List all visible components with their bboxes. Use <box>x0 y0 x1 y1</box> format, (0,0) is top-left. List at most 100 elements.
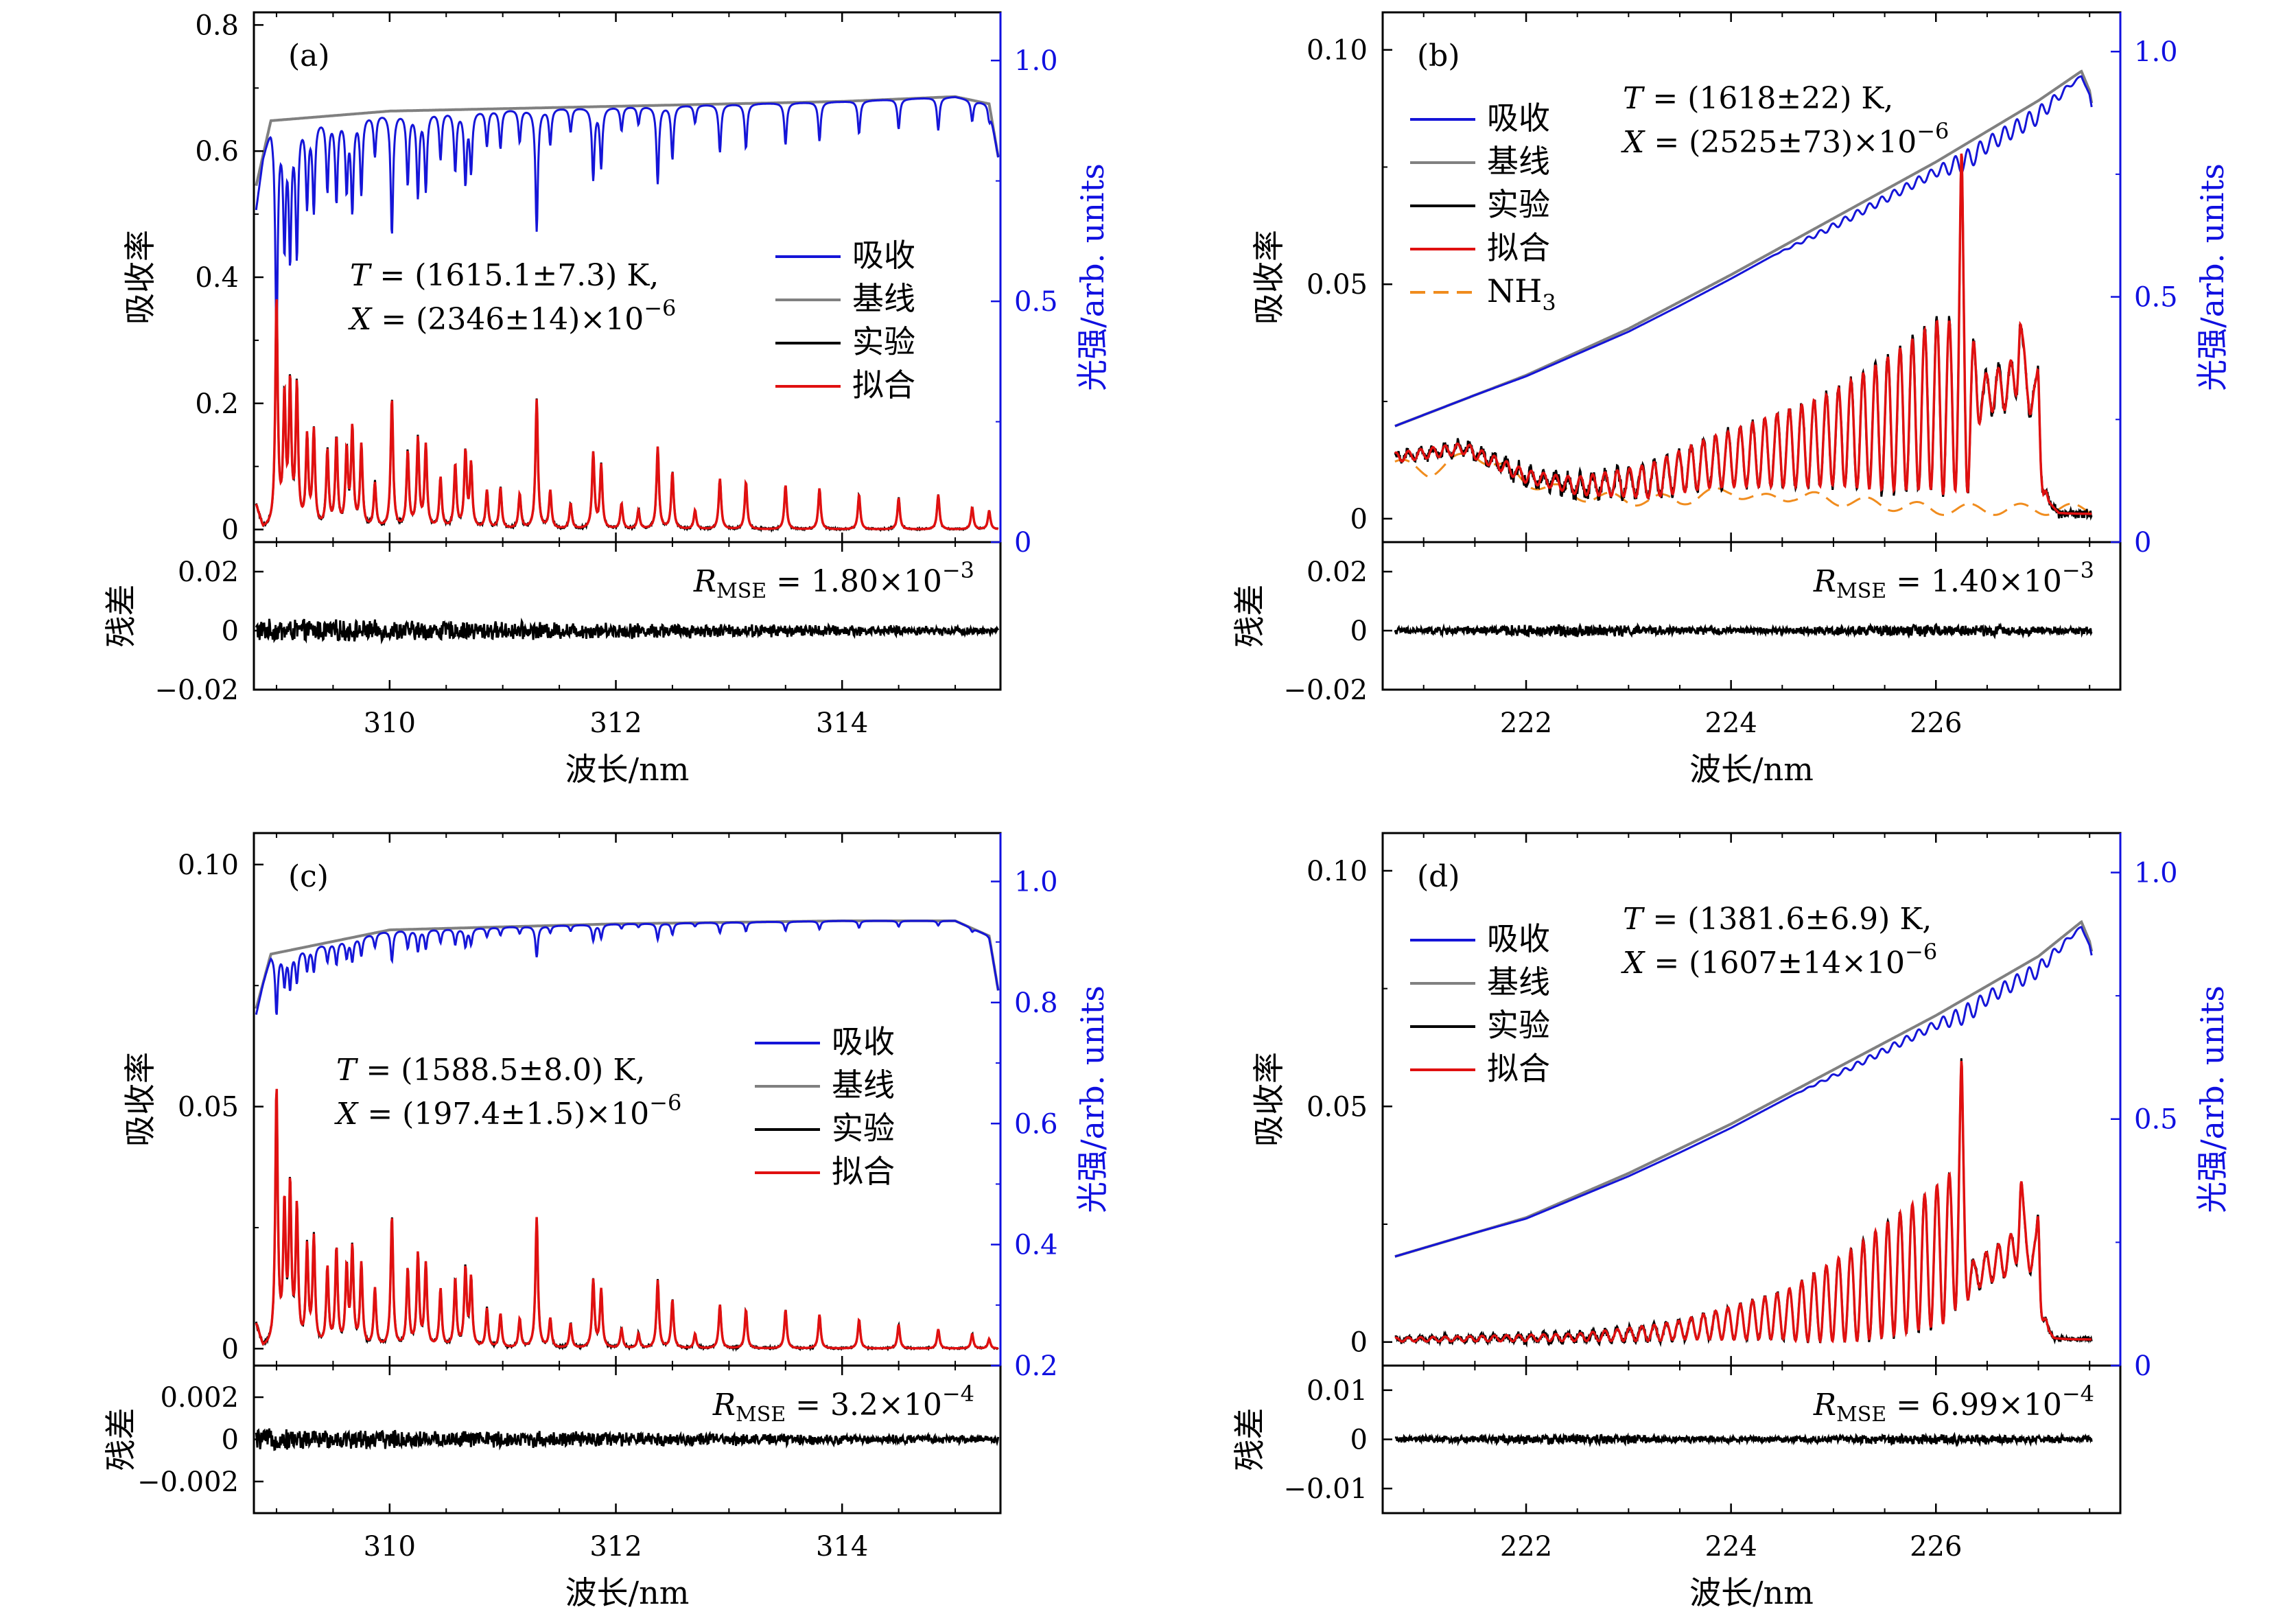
fit-annotation: T = (1588.5±8.0) K,X = (197.4±1.5)×10−6 <box>334 1053 681 1132</box>
panel-label: (a) <box>288 38 330 73</box>
residual-series-line <box>1394 1431 2093 1448</box>
fraction-annotation: X = (197.4±1.5)×10−6 <box>334 1090 681 1132</box>
y2-axis-label: 光强/arb. units <box>2194 985 2231 1213</box>
x-axis-label: 波长/nm <box>565 751 690 788</box>
residual-tick-label: 0 <box>222 616 239 647</box>
y2-tick-label: 0.8 <box>1014 987 1058 1019</box>
fit-annotation: T = (1381.6±6.9) K,X = (1607±14×10−6 <box>1621 902 1937 981</box>
x-tick-label: 312 <box>589 1531 642 1563</box>
y2-axis-label: 光强/arb. units <box>1074 985 1111 1213</box>
temperature-annotation: T = (1618±22) K, <box>1623 81 1893 116</box>
residual-axis-label: 残差 <box>1231 1408 1268 1471</box>
legend-fit-label: 拟合 <box>1487 1050 1550 1087</box>
temperature-annotation: T = (1588.5±8.0) K, <box>336 1053 645 1088</box>
x-tick-label: 314 <box>816 707 868 739</box>
legend-fit-label: 拟合 <box>852 366 915 404</box>
y2-axis-label: 光强/arb. units <box>1074 163 1111 391</box>
x-tick-label: 314 <box>816 1531 868 1563</box>
y-tick-label: 0.8 <box>195 10 239 41</box>
residual-tick-label: −0.01 <box>1283 1473 1368 1505</box>
residual-series-line <box>255 618 1000 645</box>
y2-tick-label: 0 <box>2134 527 2151 559</box>
legend-nh3-label: NH3 <box>1487 272 1556 316</box>
legend-absorption-label: 吸收 <box>832 1023 895 1060</box>
y2-tick-label: 1.0 <box>2134 857 2178 889</box>
y-tick-label: 0.10 <box>178 850 239 881</box>
curves <box>255 919 1000 1352</box>
legend-experiment-label: 实验 <box>832 1110 895 1147</box>
fraction-annotation: X = (2525±73)×10−6 <box>1621 118 1949 160</box>
y-axis-label: 吸收率 <box>121 230 159 325</box>
absorption-series-line <box>255 96 1000 340</box>
y-axis-label: 吸收率 <box>1250 1052 1287 1147</box>
y-tick-label: 0.05 <box>1307 1091 1368 1123</box>
legend-experiment-label: 实验 <box>1487 186 1550 223</box>
fraction-annotation: X = (1607±14×10−6 <box>1621 939 1937 981</box>
y-tick-label: 0.05 <box>1307 269 1368 301</box>
absorption-series-line <box>1394 926 2093 1258</box>
residual-curves <box>1394 622 2093 640</box>
panel-label: (c) <box>288 859 329 894</box>
panel-d: 222 224 226 0 0.05 0.10 0 0.5 1.0 −0.01 0 0.01 波长/nm… <box>1231 832 2231 1611</box>
legend-fit-label: 拟合 <box>1487 229 1550 266</box>
y-tick-label: 0 <box>1350 504 1368 535</box>
residual-tick-label: 0.002 <box>160 1382 239 1414</box>
residual-curves <box>255 1428 1000 1451</box>
y-tick-label: 0 <box>1350 1327 1368 1359</box>
fit-annotation: T = (1615.1±7.3) K,X = (2346±14)×10−6 <box>348 258 676 337</box>
experiment-series-line <box>1394 1058 2093 1348</box>
panel-label: (d) <box>1417 859 1460 894</box>
fit-series-line <box>255 1088 998 1350</box>
residual-tick-label: 0 <box>222 1425 239 1456</box>
x-tick-label: 222 <box>1500 707 1552 739</box>
y-tick-label: 0.4 <box>195 262 239 294</box>
legend-fit-label: 拟合 <box>832 1153 895 1190</box>
x-tick-label: 226 <box>1910 707 1962 739</box>
y-tick-label: 0.10 <box>1307 856 1368 887</box>
temperature-annotation: T = (1615.1±7.3) K, <box>350 258 659 293</box>
residual-tick-label: −0.002 <box>137 1466 239 1498</box>
x-tick-label: 222 <box>1500 1531 1552 1563</box>
nh3-series-line <box>1394 452 2092 516</box>
panel-c: 310 312 314 0 0.05 0.10 0.2 0.4 0.6 0.8 1.0 −0.002 0… <box>102 832 1111 1611</box>
y2-tick-label: 0.4 <box>1014 1230 1058 1261</box>
residual-tick-label: 0 <box>1350 616 1368 647</box>
legend-absorption-label: 吸收 <box>1487 920 1550 957</box>
baseline-series-line <box>255 919 1000 1009</box>
residual-tick-label: 0.02 <box>1307 557 1368 588</box>
y2-tick-label: 0.6 <box>1014 1108 1058 1140</box>
curves <box>1394 920 2094 1348</box>
x-tick-label: 226 <box>1910 1531 1962 1563</box>
x-axis-label: 波长/nm <box>1689 751 1814 788</box>
y2-tick-label: 0.2 <box>1014 1350 1058 1382</box>
x-tick-label: 224 <box>1705 1531 1757 1563</box>
fit-series-line <box>255 299 998 530</box>
y2-tick-label: 0.5 <box>1014 286 1058 318</box>
legend-absorption-label: 吸收 <box>1487 100 1550 137</box>
x-tick-label: 310 <box>364 707 416 739</box>
legend-absorption-label: 吸收 <box>852 237 915 274</box>
residual-curves <box>1394 1431 2093 1448</box>
legend-baseline-label: 基线 <box>832 1066 895 1103</box>
legend-baseline-label: 基线 <box>852 280 915 317</box>
legend-experiment-label: 实验 <box>852 323 915 360</box>
y-tick-label: 0 <box>222 515 239 546</box>
y-tick-label: 0.10 <box>1307 35 1368 67</box>
y-axis-label: 吸收率 <box>121 1052 159 1147</box>
y2-tick-label: 0.5 <box>2134 282 2178 314</box>
y-tick-label: 0.05 <box>178 1092 239 1123</box>
fit-series-line <box>1394 1061 2092 1344</box>
y2-tick-label: 0 <box>2134 1350 2151 1382</box>
y-tick-label: 0.6 <box>195 136 239 167</box>
y-tick-label: 0.2 <box>195 388 239 420</box>
legend-baseline-label: 基线 <box>1487 143 1550 180</box>
residual-plot-frame <box>1381 541 2122 691</box>
residual-series-line <box>1394 622 2093 640</box>
residual-tick-label: 0.01 <box>1307 1375 1368 1407</box>
y2-tick-label: 0.5 <box>2134 1104 2178 1136</box>
baseline-series-line <box>255 95 1000 187</box>
